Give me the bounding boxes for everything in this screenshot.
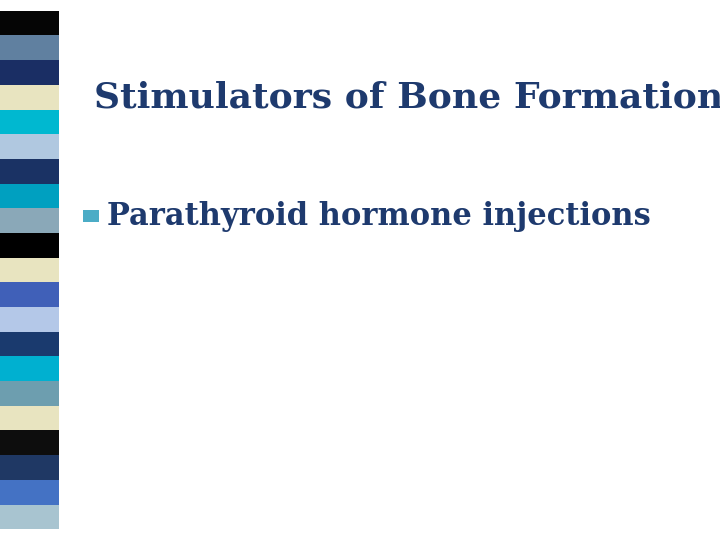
Text: Parathyroid hormone injections: Parathyroid hormone injections (107, 200, 651, 232)
Text: Stimulators of Bone Formation: Stimulators of Bone Formation (94, 80, 720, 114)
